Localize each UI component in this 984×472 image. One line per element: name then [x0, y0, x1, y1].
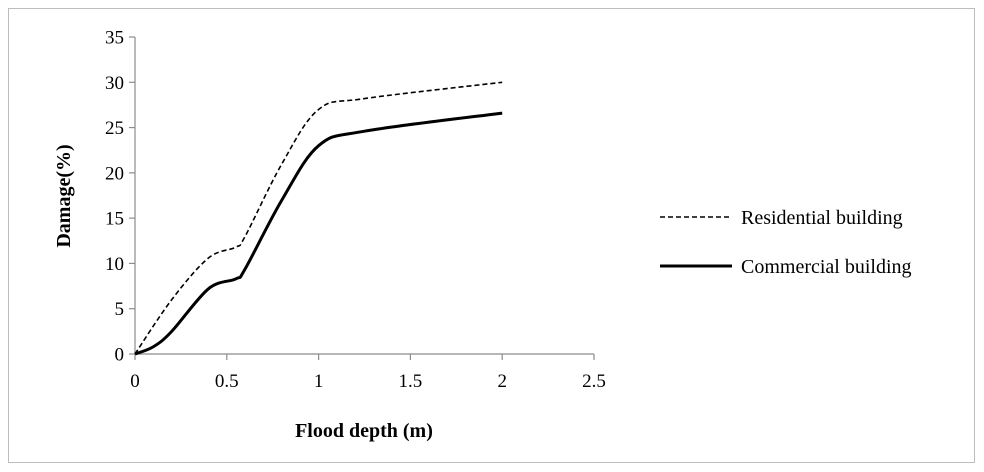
legend: Residential building Commercial building [660, 207, 912, 278]
y-axis-title: Damage(%) [53, 144, 75, 247]
y-tick-label: 10 [105, 254, 124, 275]
y-tick-label: 15 [105, 209, 124, 230]
x-tick-label: 1.5 [399, 371, 423, 392]
y-tick-label: 25 [105, 118, 124, 139]
series-line-residential [134, 81, 503, 355]
x-tick-label: 2 [497, 371, 507, 392]
legend-label-commercial: Commercial building [741, 256, 912, 278]
legend-label-residential: Residential building [741, 207, 903, 229]
y-tick-label: 20 [105, 163, 124, 184]
y-tick-label: 30 [105, 73, 124, 94]
x-tick-label: 2.5 [582, 371, 606, 392]
y-tick-label: 5 [115, 299, 125, 320]
y-tick-label: 35 [105, 28, 124, 49]
x-axis-title: Flood depth (m) [295, 420, 433, 442]
x-tick-label: 0 [130, 371, 140, 392]
y-tick-label: 0 [115, 345, 125, 366]
plot-area: 0 5 10 15 20 25 30 35 0 0.5 1 1.5 2 2.5 [105, 28, 606, 393]
series-line-commercial [134, 111, 503, 356]
x-tick-label: 1 [314, 371, 324, 392]
x-tick-label: 0.5 [215, 371, 239, 392]
